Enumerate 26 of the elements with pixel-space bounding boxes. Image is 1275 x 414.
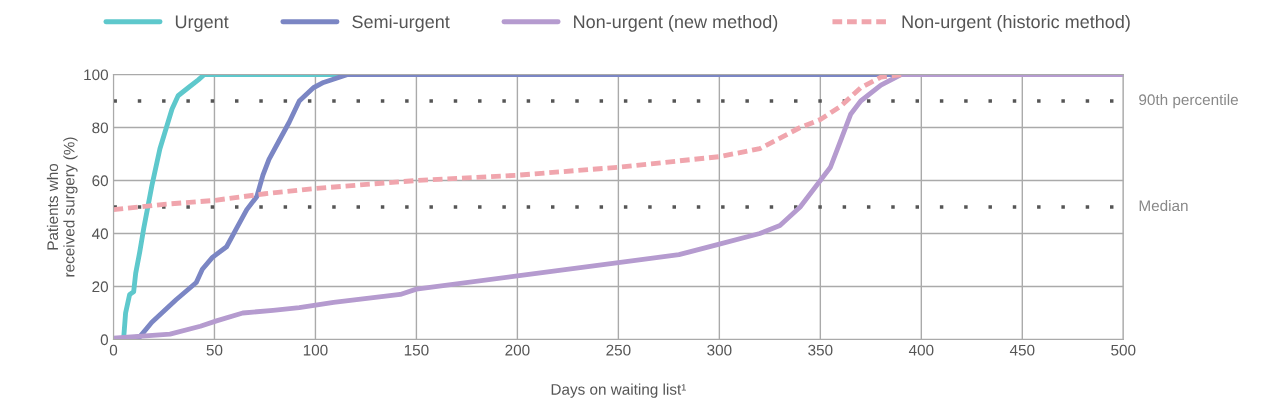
x-tick-label: 500: [1111, 344, 1136, 356]
y-tick-label: 100: [84, 69, 109, 81]
legend-label: Semi-urgent: [352, 14, 450, 32]
x-tick-label: 400: [908, 344, 934, 356]
x-tick-label: 250: [606, 344, 631, 356]
legend-label: Urgent: [175, 15, 229, 32]
y-tick-label: 20: [92, 281, 109, 293]
x-tick-label: 300: [707, 344, 732, 356]
ref-line-label: 90th percentile: [1139, 93, 1238, 109]
y-tick-label: 60: [92, 175, 109, 187]
x-tick-label: 350: [808, 344, 833, 356]
x-axis-title: Days on waiting list¹: [551, 383, 686, 398]
x-tick-label: 50: [206, 344, 223, 356]
y-axis-title: Patients who received surgery (%): [46, 137, 78, 277]
ref-line-label: Median: [1139, 199, 1188, 212]
line-series: [113, 74, 904, 213]
y-tick-label: 80: [92, 122, 109, 134]
legend-label: Non-urgent (historic method): [902, 14, 1130, 32]
x-tick-label: 200: [505, 344, 530, 356]
x-tick-label: 0: [109, 344, 118, 356]
x-tick-label: 100: [303, 344, 328, 356]
y-tick-label: 40: [91, 228, 109, 240]
legend-label: Non-urgent (new method): [574, 14, 778, 32]
x-tick-label: 150: [404, 344, 429, 356]
y-tick-label: 0: [100, 334, 109, 346]
x-tick-label: 450: [1009, 344, 1035, 356]
